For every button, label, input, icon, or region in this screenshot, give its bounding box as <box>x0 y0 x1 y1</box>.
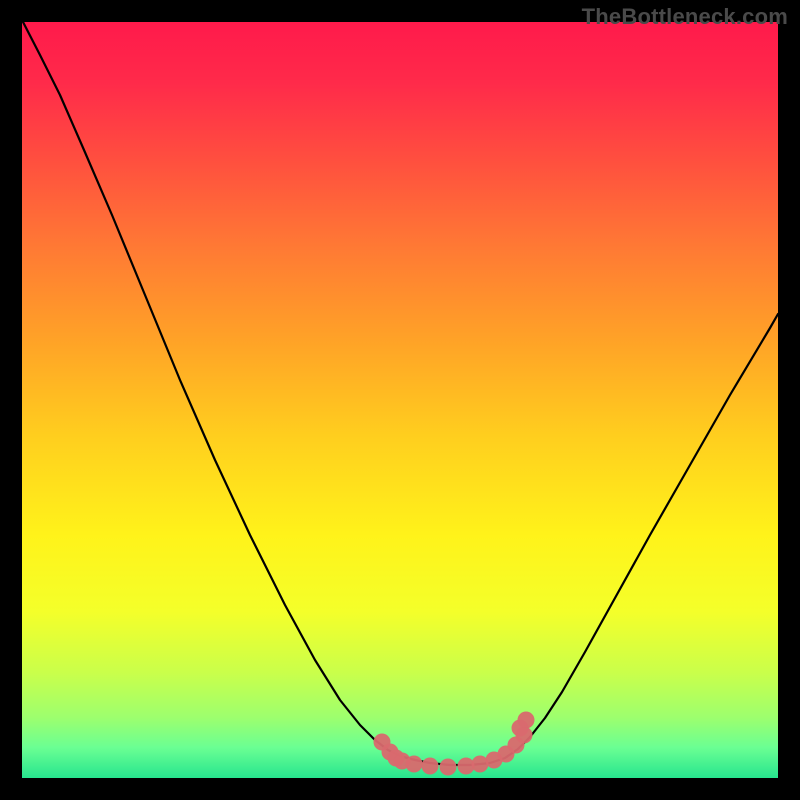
curve-marker <box>440 759 457 776</box>
chart-svg <box>0 0 800 800</box>
chart-stage: TheBottleneck.com <box>0 0 800 800</box>
plot-background <box>22 22 778 778</box>
curve-marker <box>422 758 439 775</box>
curve-marker <box>406 756 423 773</box>
curve-marker <box>518 712 535 729</box>
